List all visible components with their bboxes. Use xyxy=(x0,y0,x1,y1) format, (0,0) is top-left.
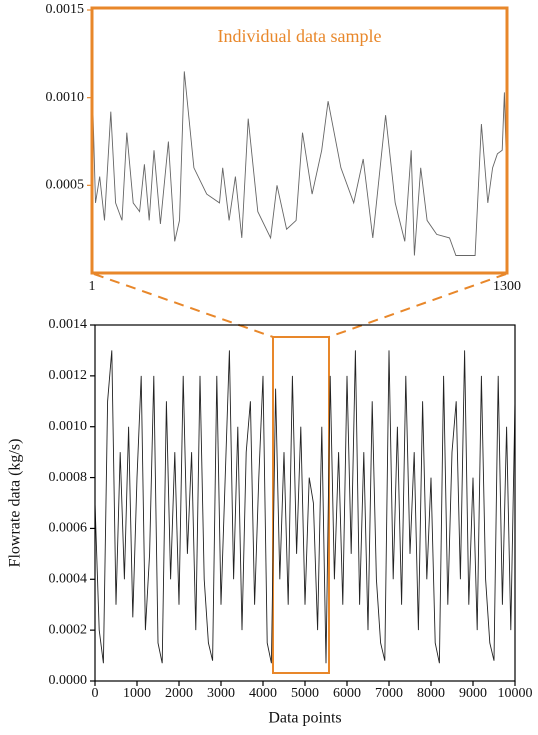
x-tick-label: 5000 xyxy=(291,686,319,701)
y-tick-label: 0.0012 xyxy=(49,368,88,383)
chart-title: Individual data sample xyxy=(218,26,382,46)
x-tick-label: 8000 xyxy=(417,686,445,701)
data-line xyxy=(91,71,508,256)
x-tick-label: 3000 xyxy=(207,686,235,701)
x-tick-label: 1000 xyxy=(123,686,151,701)
y-tick-label: 0.0000 xyxy=(49,673,88,688)
y-tick-label: 0.0010 xyxy=(46,90,85,105)
y-axis-label: Flowrate data (kg/s) xyxy=(7,439,24,568)
y-tick-label: 0.0010 xyxy=(49,419,88,434)
y-tick-label: 0.0005 xyxy=(46,178,85,193)
x-tick-label: 2000 xyxy=(165,686,193,701)
zoom-connector xyxy=(328,273,507,338)
y-tick-label: 0.0006 xyxy=(49,521,88,536)
x-tick-label: 10000 xyxy=(498,686,533,701)
y-tick-label: 0.0014 xyxy=(49,317,88,332)
x-tick-label: 0 xyxy=(92,686,99,701)
y-tick-label: 0.0015 xyxy=(46,2,85,17)
data-line xyxy=(94,350,516,664)
x-tick-label: 9000 xyxy=(459,686,487,701)
plot-frame xyxy=(90,6,509,275)
x-tick-label: 6000 xyxy=(333,686,361,701)
zoom-window xyxy=(272,336,330,674)
x-tick-label: 7000 xyxy=(375,686,403,701)
x-axis-label: Data points xyxy=(268,710,341,727)
x-tick-label: 1300 xyxy=(493,279,521,294)
x-tick-label: 1 xyxy=(89,279,96,294)
y-tick-label: 0.0004 xyxy=(49,572,88,587)
x-tick-label: 4000 xyxy=(249,686,277,701)
zoom-connector xyxy=(93,273,274,338)
y-tick-label: 0.0002 xyxy=(49,622,88,637)
y-tick-label: 0.0008 xyxy=(49,470,88,485)
